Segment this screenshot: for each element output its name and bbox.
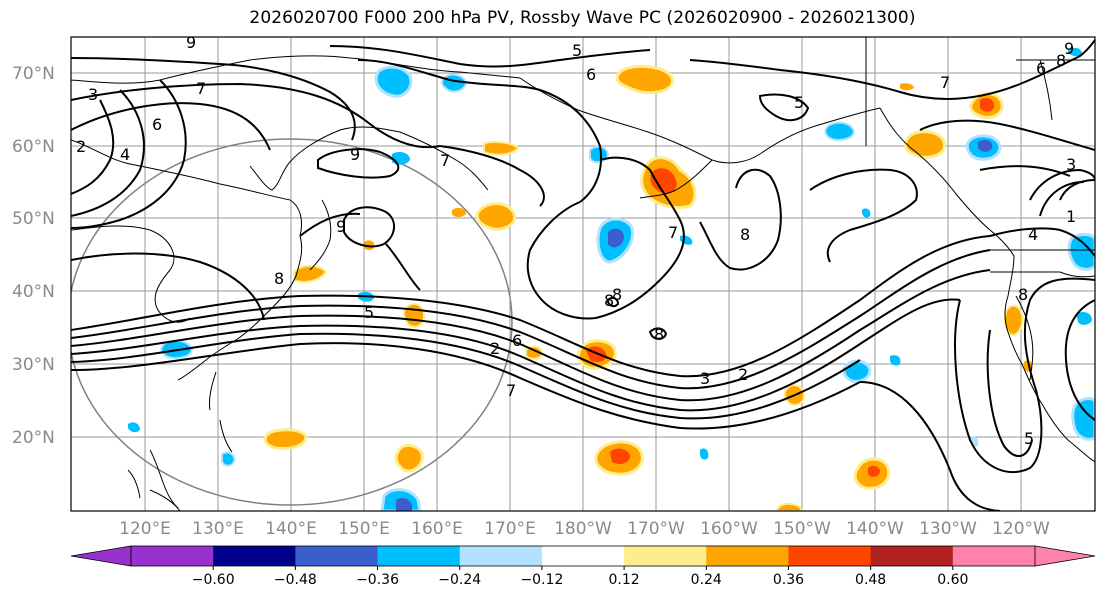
svg-text:8: 8 bbox=[654, 325, 664, 344]
svg-text:1: 1 bbox=[1066, 207, 1076, 226]
svg-text:2: 2 bbox=[490, 339, 500, 358]
map-title: 2026020700 F000 200 hPa PV, Rossby Wave … bbox=[249, 8, 916, 28]
colorbar-segment bbox=[788, 546, 872, 566]
colorbar-tick-label: −0.12 bbox=[520, 572, 563, 588]
svg-text:8: 8 bbox=[740, 225, 750, 244]
svg-text:8: 8 bbox=[604, 291, 614, 310]
svg-text:7: 7 bbox=[196, 79, 206, 98]
svg-text:9: 9 bbox=[350, 145, 360, 164]
svg-text:9: 9 bbox=[336, 217, 346, 236]
map-border bbox=[70, 36, 1096, 512]
colorbar-segment bbox=[870, 546, 954, 566]
lat-label: 20°N bbox=[12, 428, 55, 448]
reference-circle bbox=[71, 138, 513, 506]
svg-text:2: 2 bbox=[76, 137, 86, 156]
colorbar-tick-label: 0.48 bbox=[855, 572, 886, 588]
colorbar-tick-label: −0.48 bbox=[274, 572, 317, 588]
svg-text:3: 3 bbox=[88, 85, 98, 104]
svg-text:8: 8 bbox=[1018, 285, 1028, 304]
lat-label: 50°N bbox=[12, 209, 55, 229]
colorbar-tick-label: 0.12 bbox=[609, 572, 640, 588]
colorbar-over-extension bbox=[1034, 545, 1096, 567]
lat-label: 70°N bbox=[12, 64, 55, 84]
svg-text:8: 8 bbox=[1056, 51, 1066, 70]
lon-label: 140°E bbox=[265, 519, 317, 539]
colorbar-segment bbox=[377, 546, 461, 566]
lon-label: 160°W bbox=[700, 519, 758, 539]
colorbar-tick-label: −0.60 bbox=[192, 572, 235, 588]
lon-label: 130°W bbox=[919, 519, 977, 539]
svg-text:3: 3 bbox=[700, 369, 710, 388]
contour-labels: 9 5 6 3 7 6 2 4 9 9 8 6 2 7 8 8 7 5 3 5 … bbox=[76, 33, 1076, 448]
colorbar-segment bbox=[541, 546, 625, 566]
svg-text:8: 8 bbox=[612, 285, 622, 304]
lon-label: 160°E bbox=[411, 519, 463, 539]
svg-text:5: 5 bbox=[794, 93, 804, 112]
lon-label: 120°W bbox=[992, 519, 1050, 539]
colorbar-segment bbox=[295, 546, 379, 566]
svg-text:7: 7 bbox=[506, 381, 516, 400]
svg-text:5: 5 bbox=[1024, 429, 1034, 448]
lon-label: 170°E bbox=[484, 519, 536, 539]
colorbar-tick-label: 0.36 bbox=[773, 572, 804, 588]
colorbar-segment bbox=[706, 546, 789, 566]
svg-text:5: 5 bbox=[572, 41, 582, 60]
svg-text:7: 7 bbox=[440, 151, 450, 170]
colorbar-tick-label: −0.24 bbox=[438, 572, 481, 588]
lon-label: 170°W bbox=[627, 519, 685, 539]
svg-text:4: 4 bbox=[1028, 225, 1038, 244]
colorbar: −0.60 −0.48 −0.36 −0.24 −0.12 0.12 0.24 0.36 0.4… bbox=[70, 545, 1096, 588]
colorbar-segment bbox=[459, 546, 543, 566]
svg-text:4: 4 bbox=[120, 145, 130, 164]
svg-text:8: 8 bbox=[274, 269, 284, 288]
svg-text:6: 6 bbox=[512, 331, 522, 350]
colorbar-segment bbox=[952, 546, 1036, 566]
svg-text:7: 7 bbox=[940, 73, 950, 92]
svg-text:5: 5 bbox=[364, 303, 374, 322]
lat-label: 30°N bbox=[12, 355, 55, 375]
colorbar-segment bbox=[213, 546, 296, 566]
lon-label: 150°W bbox=[773, 519, 831, 539]
svg-text:2: 2 bbox=[738, 365, 748, 384]
colorbar-under-extension bbox=[70, 545, 132, 567]
lon-label: 130°E bbox=[192, 519, 244, 539]
lon-label: 120°E bbox=[119, 519, 171, 539]
lon-label: 180°W bbox=[554, 519, 612, 539]
svg-text:7: 7 bbox=[668, 223, 678, 242]
svg-text:6: 6 bbox=[1036, 59, 1046, 78]
colorbar-tick-label: −0.36 bbox=[356, 572, 399, 588]
svg-text:6: 6 bbox=[152, 115, 162, 134]
longitude-labels: 120°E 130°E 140°E 150°E 160°E 170°E 180°… bbox=[119, 519, 1050, 539]
latitude-labels: 70°N 60°N 50°N 40°N 30°N 20°N bbox=[12, 64, 55, 448]
lat-label: 60°N bbox=[12, 137, 55, 157]
colorbar-segment bbox=[624, 546, 707, 566]
svg-text:6: 6 bbox=[586, 65, 596, 84]
pv-contours bbox=[71, 39, 1095, 511]
svg-text:3: 3 bbox=[1066, 155, 1076, 174]
svg-text:9: 9 bbox=[1064, 39, 1074, 58]
lon-label: 150°E bbox=[338, 519, 390, 539]
colorbar-tick-label: 0.60 bbox=[937, 572, 968, 588]
coastlines bbox=[71, 37, 1095, 511]
lat-label: 40°N bbox=[12, 282, 55, 302]
svg-text:9: 9 bbox=[186, 33, 196, 52]
colorbar-segment bbox=[131, 546, 214, 566]
lon-label: 140°W bbox=[846, 519, 904, 539]
colorbar-tick-label: 0.24 bbox=[691, 572, 722, 588]
